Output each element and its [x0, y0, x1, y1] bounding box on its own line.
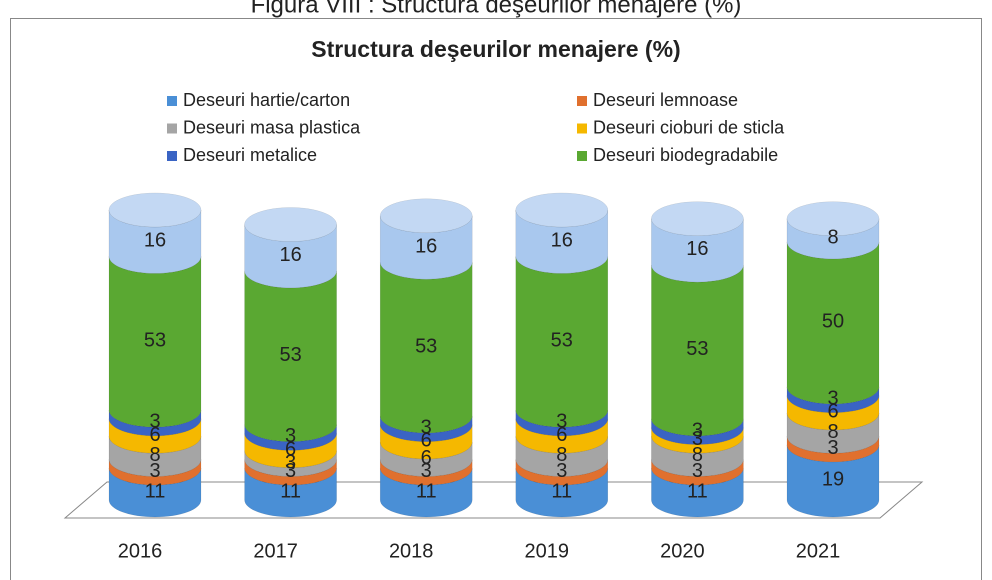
- x-tick-label: 2016: [118, 540, 163, 562]
- data-label: 3: [556, 411, 567, 433]
- legend-label: Deseuri lemnoase: [593, 90, 738, 110]
- legend-label: Deseuri biodegradabile: [593, 145, 778, 165]
- data-label: 53: [144, 330, 166, 352]
- x-tick-label: 2017: [253, 540, 298, 562]
- data-label: 16: [551, 229, 573, 251]
- data-label: 16: [415, 235, 437, 257]
- data-label: 3: [149, 460, 160, 482]
- data-label: 6: [421, 447, 432, 469]
- data-label: 3: [827, 437, 838, 459]
- legend-label: Deseuri cioburi de sticla: [593, 117, 785, 137]
- cylinder-top: [244, 207, 337, 242]
- data-label: 3: [285, 451, 296, 473]
- legend-swatch: [167, 151, 177, 161]
- data-label: 8: [692, 444, 703, 466]
- data-label: 3: [827, 388, 838, 410]
- cylinder-top: [786, 201, 880, 236]
- data-label: 3: [285, 460, 296, 482]
- legend-label: Deseuri masa plastica: [183, 117, 361, 137]
- data-label: 3: [692, 428, 703, 450]
- data-label: 16: [144, 229, 166, 251]
- data-label: 3: [556, 460, 567, 482]
- data-label: 16: [686, 238, 708, 260]
- data-label: 16: [279, 244, 301, 266]
- data-label: 53: [686, 338, 708, 360]
- cylinder-top: [379, 198, 473, 234]
- legend-swatch: [577, 96, 587, 106]
- cylinder-top-shine: [244, 207, 337, 242]
- legend-swatch: [167, 123, 177, 134]
- data-label: 6: [285, 438, 296, 460]
- cylinder-top: [515, 192, 609, 228]
- legend-label: Deseuri metalice: [183, 145, 317, 165]
- data-label: 6: [556, 424, 567, 446]
- chart-border: [10, 18, 982, 580]
- data-label: 3: [692, 460, 703, 482]
- cylinder-top-shine: [380, 198, 473, 233]
- data-label: 8: [827, 227, 838, 249]
- data-label: 3: [285, 425, 296, 447]
- data-label: 11: [145, 480, 166, 502]
- data-label: 53: [415, 335, 437, 357]
- cylinder-top: [651, 201, 744, 236]
- data-label: 8: [827, 421, 838, 443]
- data-label: 19: [822, 469, 844, 491]
- data-label: 3: [421, 417, 432, 439]
- data-label: 53: [551, 330, 573, 352]
- legend-swatch: [577, 123, 587, 134]
- data-label: 11: [551, 480, 572, 502]
- data-label: 53: [279, 344, 301, 366]
- legend-swatch: [167, 96, 177, 106]
- x-tick-label: 2019: [525, 540, 570, 562]
- cylinder-top-shine: [787, 201, 879, 236]
- data-label: 6: [149, 424, 160, 446]
- legend-label: Deseuri hartie/carton: [183, 90, 350, 110]
- data-label: 6: [421, 430, 432, 452]
- cylinder-top: [108, 192, 202, 228]
- data-label: 50: [822, 311, 844, 333]
- figure-title: Figura VIII : Structura deşeurilor menaj…: [251, 0, 742, 18]
- cylinder-top-shine: [651, 201, 744, 236]
- chart-title: Structura deşeurilor menajere (%): [311, 36, 680, 62]
- data-label: 6: [827, 401, 838, 423]
- data-label: 8: [556, 444, 567, 466]
- legend-swatch: [577, 151, 587, 161]
- cylinder-top-shine: [515, 193, 608, 227]
- data-label: 3: [692, 419, 703, 441]
- data-label: 11: [280, 480, 301, 502]
- x-tick-label: 2020: [660, 540, 705, 562]
- data-label: 8: [149, 444, 160, 466]
- data-label: 3: [149, 411, 160, 433]
- cylinder-top-shine: [109, 193, 201, 227]
- data-label: 11: [416, 480, 437, 502]
- data-label: 11: [687, 480, 708, 502]
- x-tick-label: 2021: [796, 540, 841, 562]
- x-tick-label: 2018: [389, 540, 434, 562]
- data-label: 3: [421, 460, 432, 482]
